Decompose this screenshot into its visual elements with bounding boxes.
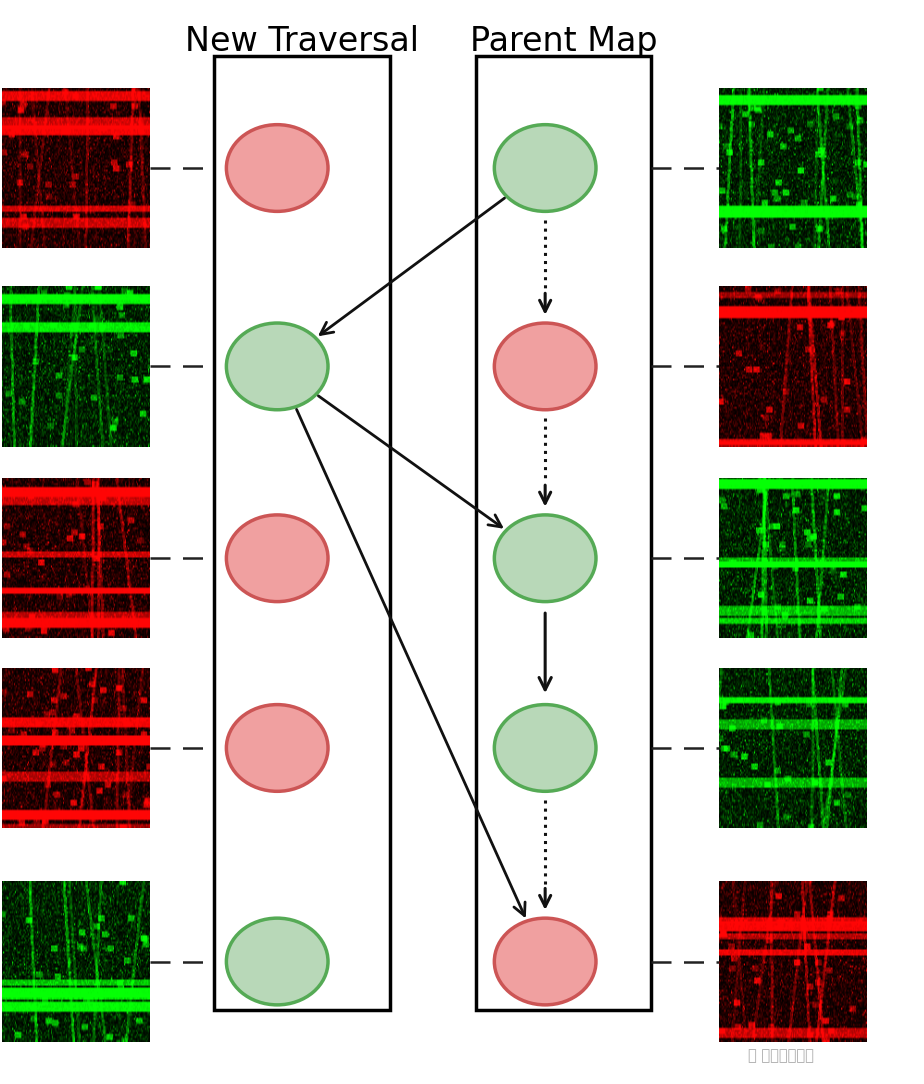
Text: 🐾 自动驾驶之心: 🐾 自动驾驶之心 [748, 1048, 814, 1063]
Ellipse shape [494, 125, 596, 211]
Ellipse shape [226, 323, 328, 410]
Ellipse shape [494, 515, 596, 602]
Ellipse shape [226, 705, 328, 791]
Ellipse shape [494, 918, 596, 1005]
Ellipse shape [226, 125, 328, 211]
Text: New Traversal: New Traversal [185, 25, 419, 57]
Bar [476, 56, 651, 1010]
Bar [214, 56, 390, 1010]
Text: Parent Map: Parent Map [469, 25, 658, 57]
Ellipse shape [226, 918, 328, 1005]
Ellipse shape [494, 323, 596, 410]
Ellipse shape [226, 515, 328, 602]
Ellipse shape [494, 705, 596, 791]
